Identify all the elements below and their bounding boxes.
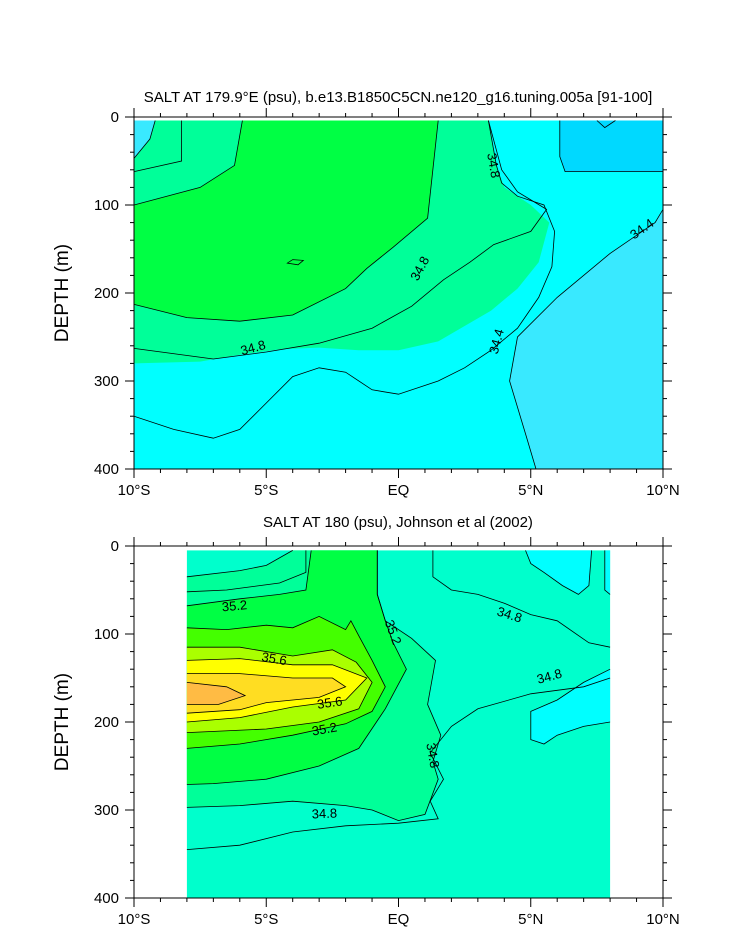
contour-label: 35.2: [221, 597, 248, 614]
tick-layer: 10°S 5°S EQ 5°N 10°N 0 100 200 300 400: [94, 537, 680, 928]
contour-line: [432, 550, 611, 648]
contour-line: [134, 120, 556, 439]
x-tick-label: EQ: [388, 911, 410, 928]
y-tick-label: 100: [94, 626, 119, 643]
contour-line: [134, 120, 439, 322]
contour-fill-layer: [134, 120, 663, 469]
contour-fill-region: [530, 669, 611, 744]
contour-line: [596, 120, 616, 129]
x-tick-label: 5°N: [518, 911, 543, 928]
svg-text:35.2: 35.2: [221, 597, 248, 614]
contour-fill-region: [604, 550, 611, 595]
contour-line: [559, 120, 663, 173]
svg-text:34.8: 34.8: [239, 337, 267, 358]
y-tick-label: 200: [94, 714, 119, 731]
contour-line: [509, 209, 663, 469]
y-tick-label: 300: [94, 373, 119, 390]
contour-line: [186, 658, 368, 723]
contour-line: [604, 550, 611, 595]
contour-fill-region: [525, 550, 592, 595]
contour-line: [186, 615, 386, 749]
tick-layer: 10°S 5°S EQ 5°N 10°N 0 100 200 300 400: [94, 108, 680, 499]
contour-fill-region: [134, 120, 182, 172]
svg-text:35.6: 35.6: [316, 693, 343, 711]
contour-line: [186, 550, 312, 607]
contour-label: 34.8: [311, 806, 337, 822]
contour-line: [186, 550, 307, 593]
contour-label: 34.8: [535, 666, 563, 687]
y-axis-label: DEPTH (m): [52, 244, 73, 342]
y-tick-label: 200: [94, 285, 119, 302]
y-tick-label: 0: [111, 109, 119, 126]
y-tick-label: 100: [94, 197, 119, 214]
svg-text:35.2: 35.2: [311, 719, 339, 738]
x-tick-label: EQ: [388, 482, 410, 499]
contour-label: 35.6: [260, 649, 288, 668]
panel-top: 34.834.834.8 34.434.4 10°S 5°S EQ 5°N 10°N010…: [52, 89, 680, 499]
x-tick-label: 10°S: [118, 911, 151, 928]
plot-title: SALT AT 179.9°E (psu), b.e13.B1850C5CN.n…: [144, 89, 653, 106]
contour-line: [186, 550, 442, 822]
contour-line: [186, 673, 347, 714]
svg-text:34.8: 34.8: [535, 666, 563, 687]
contour-fill-region: [134, 120, 550, 364]
y-tick-label: 0: [111, 538, 119, 555]
contour-label: 34.8: [423, 742, 442, 770]
x-tick-label: 10°N: [646, 482, 680, 499]
contour-label: 35.2: [311, 719, 339, 738]
plot-title: SALT AT 180 (psu), Johnson et al (2002): [263, 514, 533, 531]
contour-fill-region: [509, 120, 663, 469]
contour-fill-region: [134, 120, 156, 159]
contour-fill-region: [186, 550, 306, 592]
svg-text:35.6: 35.6: [260, 649, 288, 668]
y-axis-label: DEPTH (m): [52, 673, 73, 771]
svg-text:34.4: 34.4: [486, 327, 507, 355]
contour-line: [134, 120, 243, 206]
contour-line: [186, 646, 373, 733]
contour-fill-layer: [186, 550, 611, 898]
contour-line: [186, 682, 247, 705]
contour-line-layer: [134, 120, 663, 469]
contour-label: 34.4: [486, 327, 507, 355]
contour-label: 34.8: [484, 152, 503, 180]
contour-line: [186, 677, 611, 850]
contour-label: 34.8: [239, 337, 267, 358]
svg-text:34.8: 34.8: [495, 604, 524, 626]
contour-line: [286, 259, 305, 266]
contour-line: [525, 550, 592, 595]
contour-label: 35.6: [316, 693, 343, 711]
panel-bottom: 35.235.235.635.635.234.834.834.834.8 10°…: [52, 514, 680, 928]
contour-line: [134, 120, 183, 172]
y-tick-label: 400: [94, 461, 119, 478]
x-tick-label: 5°S: [254, 911, 278, 928]
contour-label-layer: 35.235.235.635.635.234.834.834.834.8: [221, 597, 563, 822]
contour-fill-region: [186, 673, 346, 714]
x-tick-label: 5°S: [254, 482, 278, 499]
contour-line-layer: [186, 550, 611, 850]
contour-label: 34.8: [495, 604, 524, 626]
x-tick-label: 5°N: [518, 482, 543, 499]
contour-line: [134, 120, 548, 360]
contour-fill-region: [559, 120, 663, 172]
contour-fill-region: [134, 120, 439, 322]
y-tick-label: 300: [94, 802, 119, 819]
svg-text:34.8: 34.8: [484, 152, 503, 180]
svg-text:34.8: 34.8: [423, 742, 442, 770]
y-tick-label: 400: [94, 890, 119, 907]
x-tick-label: 10°N: [646, 911, 680, 928]
contour-fill-region: [186, 682, 246, 705]
contour-line: [530, 668, 611, 745]
x-tick-label: 10°S: [118, 482, 151, 499]
contour-line: [186, 550, 293, 578]
contour-line: [134, 120, 156, 159]
svg-text:34.8: 34.8: [311, 806, 337, 822]
